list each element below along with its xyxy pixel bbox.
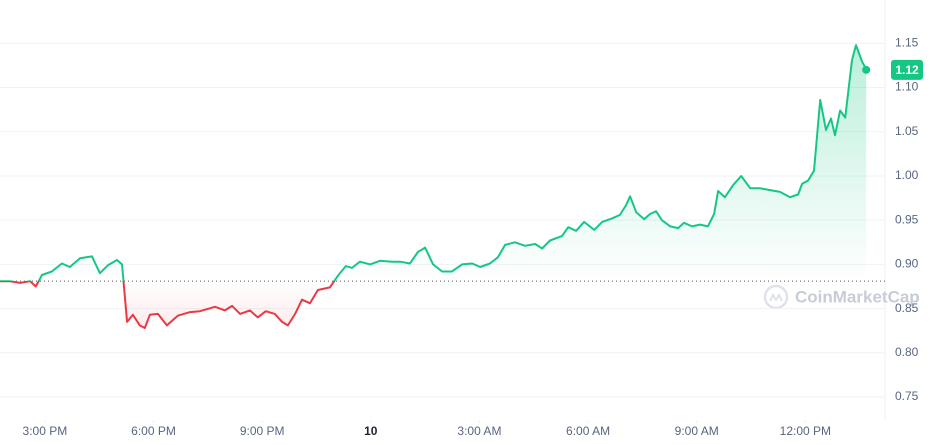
watermark: CoinMarketCap	[795, 287, 920, 306]
y-tick-label: 1.05	[895, 124, 919, 138]
current-dot	[862, 65, 871, 74]
watermark-logo	[763, 284, 789, 310]
x-tick-label: 3:00 PM	[23, 424, 68, 438]
x-tick-label: 10	[364, 424, 378, 438]
x-tick-label: 12:00 PM	[780, 424, 831, 438]
y-tick-label: 1.00	[895, 168, 919, 182]
current-price-label: 1.12	[895, 63, 919, 77]
x-tick-label: 9:00 AM	[675, 424, 719, 438]
x-tick-label: 9:00 PM	[240, 424, 285, 438]
y-tick-label: 1.15	[895, 35, 919, 49]
y-tick-label: 0.80	[895, 345, 919, 359]
y-tick-label: 0.95	[895, 212, 919, 226]
current-price-badge	[891, 59, 923, 80]
x-tick-label: 3:00 AM	[457, 424, 501, 438]
y-tick-label: 0.85	[895, 301, 919, 315]
y-tick-label: 0.75	[895, 389, 919, 403]
x-tick-label: 6:00 AM	[566, 424, 610, 438]
y-tick-label: 0.90	[895, 257, 919, 271]
x-tick-label: 6:00 PM	[131, 424, 176, 438]
y-tick-label: 1.10	[895, 80, 919, 94]
price-area	[0, 45, 867, 328]
price-line	[0, 44, 868, 329]
